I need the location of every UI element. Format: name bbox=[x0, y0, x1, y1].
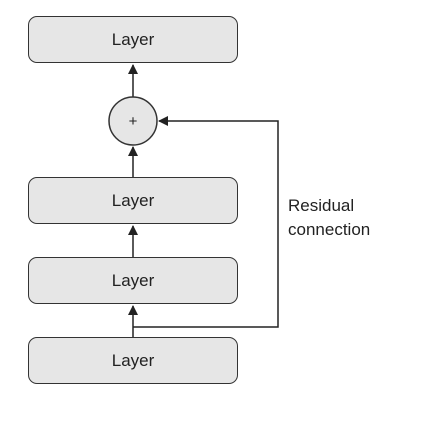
add-node-circle bbox=[108, 96, 158, 146]
residual-label-line1: Residual bbox=[288, 196, 355, 215]
residual-connection-path bbox=[133, 116, 279, 328]
layer-box-mid-lower: Layer bbox=[28, 257, 238, 304]
residual-label-line2: connection bbox=[288, 220, 371, 239]
layer-label-bottom: Layer bbox=[111, 350, 155, 370]
layer-box-mid-upper: Layer bbox=[28, 177, 238, 224]
layer-box-bottom: Layer bbox=[28, 337, 238, 384]
layer-label-top: Layer bbox=[111, 29, 155, 49]
layer-label-mid-upper: Layer bbox=[111, 190, 155, 210]
layer-box-top: Layer bbox=[28, 16, 238, 63]
residual-connection-label: Residual connection bbox=[288, 194, 370, 242]
layer-label-mid-lower: Layer bbox=[111, 270, 155, 290]
